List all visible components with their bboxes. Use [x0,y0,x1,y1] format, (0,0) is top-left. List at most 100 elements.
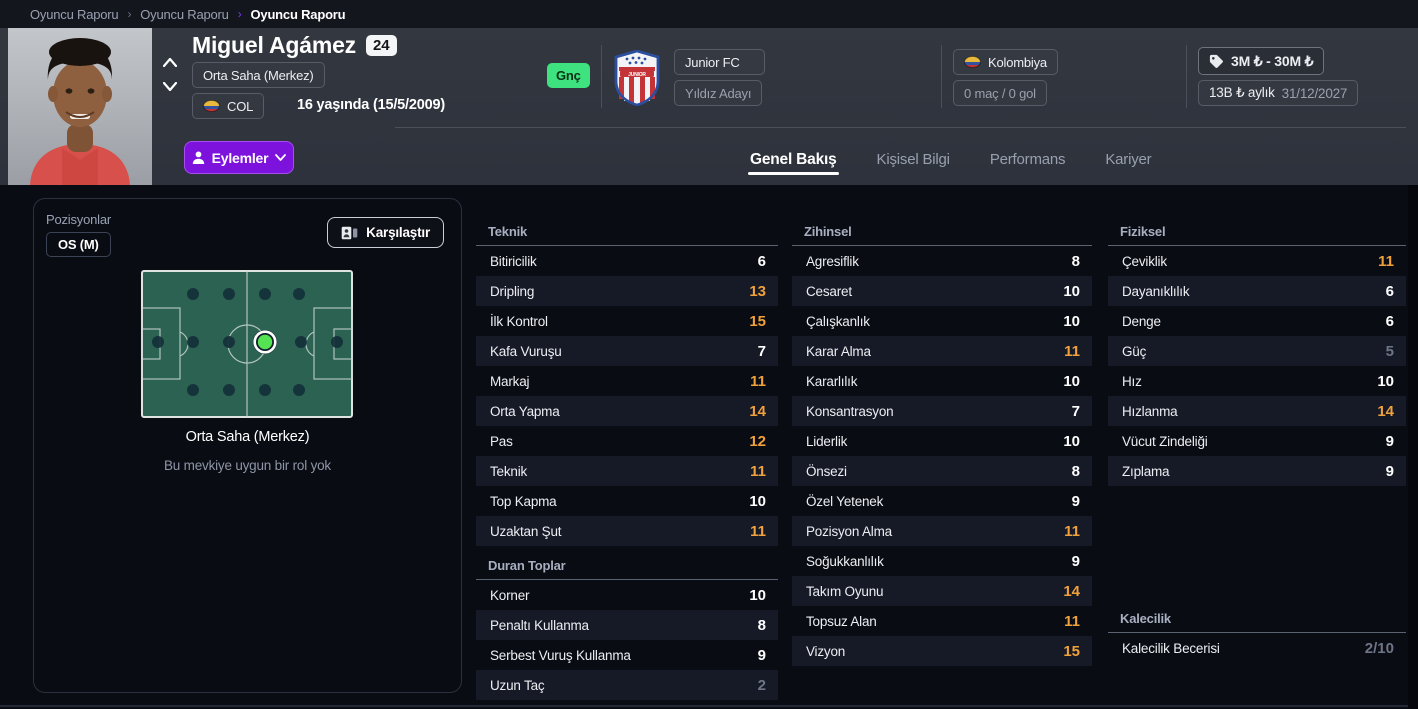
position-dot[interactable] [223,384,235,396]
section-title: Fiziksel [1120,224,1166,239]
nation-box[interactable]: Kolombiya [953,49,1058,75]
attribute-row[interactable]: Serbest Vuruş Kullanma 9 [476,640,778,670]
scrollbar-track[interactable] [1408,185,1418,709]
attribute-label: Kararlılık [806,373,858,389]
attribute-row[interactable]: Bitiricilik 6 [476,246,778,276]
attribute-row[interactable]: Karar Alma 11 [792,336,1092,366]
attribute-value: 10 [749,492,766,510]
attribute-value: 11 [750,372,766,390]
attribute-row[interactable]: Kararlılık 10 [792,366,1092,396]
position-dot[interactable] [152,336,164,348]
position-dot[interactable] [223,288,235,300]
attribute-row[interactable]: Uzaktan Şut 11 [476,516,778,546]
position-dot[interactable] [295,336,307,348]
colombia-flag-icon [203,100,220,112]
attribute-row[interactable]: Teknik 11 [476,456,778,486]
attribute-row[interactable]: Zıplama 9 [1108,456,1406,486]
breadcrumb-item[interactable]: Oyuncu Raporu [250,6,346,22]
attribute-value: 9 [1071,552,1080,570]
attribute-value: 11 [750,522,766,540]
attribute-section-kalecilik: Kalecilik Kalecilik Becerisi 2/10 [1108,603,1406,663]
attribute-row[interactable]: Topsuz Alan 11 [792,606,1092,636]
tab-kariyer[interactable]: Kariyer [1105,151,1152,168]
attribute-row[interactable]: Denge 6 [1108,306,1406,336]
attribute-row[interactable]: Orta Yapma 14 [476,396,778,426]
tab-performans[interactable]: Performans [989,151,1066,168]
attribute-row[interactable]: Kafa Vuruşu 7 [476,336,778,366]
previous-player-button[interactable] [162,56,178,68]
header-divider [1186,45,1187,108]
position-tag[interactable]: OS (M) [46,232,111,257]
position-dot[interactable] [293,288,305,300]
attribute-row[interactable]: Uzun Taç 2 [476,670,778,700]
attribute-row[interactable]: Liderlik 10 [792,426,1092,456]
attribute-value: 8 [757,616,766,634]
tab-ki-isel-bilgi[interactable]: Kişisel Bilgi [876,151,950,168]
attribute-row[interactable]: Vücut Zindeliği 9 [1108,426,1406,456]
attribute-value: 15 [749,312,766,330]
club-name-box[interactable]: Junior FC [674,49,765,75]
attribute-row[interactable]: Agresiflik 8 [792,246,1092,276]
position-dot[interactable] [223,336,235,348]
selected-position-caption: Orta Saha (Merkez) [185,429,310,445]
section-title: Zihinsel [804,224,852,239]
section-divider [476,245,778,246]
attribute-label: Agresiflik [806,253,859,269]
position-dot[interactable] [187,384,199,396]
position-dot[interactable] [331,336,343,348]
position-dot[interactable] [187,336,199,348]
attribute-label: Soğukkanlılık [806,553,884,569]
position-dot[interactable] [259,288,271,300]
attribute-row[interactable]: Top Kapma 10 [476,486,778,516]
attribute-row[interactable]: Pas 12 [476,426,778,456]
attribute-value: 11 [750,462,766,480]
attribute-value: 11 [1064,522,1080,540]
attribute-label: Özel Yetenek [806,493,884,509]
attribute-row[interactable]: Cesaret 10 [792,276,1092,306]
attribute-label: Top Kapma [490,493,557,509]
attribute-row[interactable]: İlk Kontrol 15 [476,306,778,336]
attribute-label: Serbest Vuruş Kullanma [490,647,631,663]
attribute-row[interactable]: Vizyon 15 [792,636,1092,666]
attribute-row[interactable]: Takım Oyunu 14 [792,576,1092,606]
price-tag-icon [1209,54,1223,68]
attribute-row[interactable]: Kalecilik Becerisi 2/10 [1108,633,1406,663]
section-title: Kalecilik [1120,611,1171,626]
nationality-box[interactable]: COL [192,93,265,119]
next-player-button[interactable] [162,80,178,92]
attribute-row[interactable]: Korner 10 [476,580,778,610]
attribute-value: 8 [1071,462,1080,480]
tab-genel-bak-[interactable]: Genel Bakış [748,134,839,185]
attribute-row[interactable]: Çeviklik 11 [1108,246,1406,276]
compare-button[interactable]: Karşılaştır [327,217,444,248]
attribute-label: Dripling [490,283,535,299]
position-dot[interactable] [187,288,199,300]
attribute-row[interactable]: Penaltı Kullanma 8 [476,610,778,640]
breadcrumb-item[interactable]: Oyuncu Raporu [30,6,119,22]
attribute-row[interactable]: Özel Yetenek 9 [792,486,1092,516]
attribute-row[interactable]: Konsantrasyon 7 [792,396,1092,426]
attribute-label: İlk Kontrol [490,313,548,329]
breadcrumb-item[interactable]: Oyuncu Raporu [140,6,229,22]
attribute-value: 12 [749,432,766,450]
selected-position-dot[interactable] [253,330,277,354]
header-row-divider [395,127,1406,128]
attribute-label: Çeviklik [1122,253,1167,269]
attribute-label: Cesaret [806,283,852,299]
attribute-row[interactable]: Dayanıklılık 6 [1108,276,1406,306]
position-dot[interactable] [259,384,271,396]
attribute-value: 2 [757,676,766,694]
attribute-row[interactable]: Dripling 13 [476,276,778,306]
actions-button[interactable]: Eylemler [184,141,294,174]
position-box[interactable]: Orta Saha (Merkez) [192,62,325,88]
attribute-row[interactable]: Hızlanma 14 [1108,396,1406,426]
position-dot[interactable] [293,384,305,396]
attribute-row[interactable]: Pozisyon Alma 11 [792,516,1092,546]
attribute-row[interactable]: Çalışkanlık 10 [792,306,1092,336]
attribute-row[interactable]: Markaj 11 [476,366,778,396]
attribute-row[interactable]: Önsezi 8 [792,456,1092,486]
attribute-row[interactable]: Hız 10 [1108,366,1406,396]
attribute-row[interactable]: Güç 5 [1108,336,1406,366]
attribute-row[interactable]: Soğukkanlılık 9 [792,546,1092,576]
